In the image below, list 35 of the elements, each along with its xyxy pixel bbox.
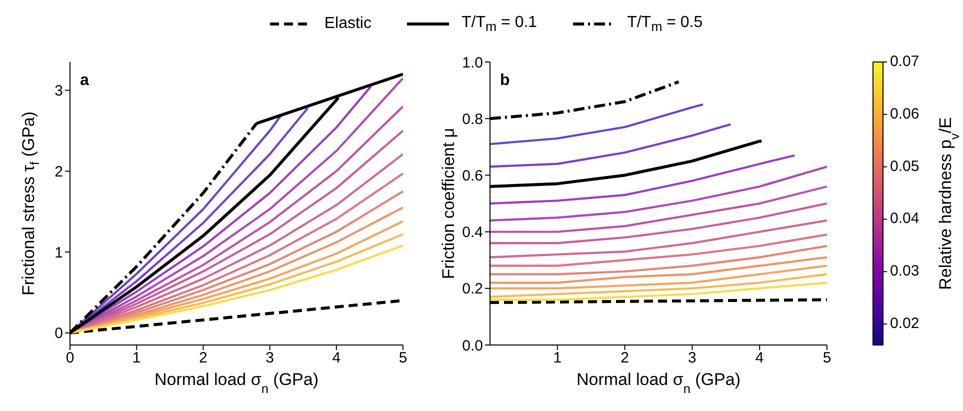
color-bar-label: 0.05 [890,158,920,175]
y-tick-label: 0.2 [462,280,483,298]
y-axis-title: Friction coefficient μ [439,128,458,280]
x-tick-label: 3 [266,350,274,367]
y-tick-label: 0.4 [462,224,483,242]
y-tick-label: 0 [54,325,63,342]
x-tick-label: 3 [688,350,696,367]
y-tick-label: 1 [54,244,63,262]
legend-label: T/T$_{m}$ = 0.1 [461,14,538,34]
y-tick-label: 0.0 [462,337,483,354]
color-bar-label: 0.02 [890,315,920,332]
legend-label: Elastic [324,15,372,33]
color-bar-label: 0.03 [890,262,920,280]
x-tick-label: 1 [553,350,562,367]
text: b [500,72,510,90]
y-tick-label: 2 [54,163,63,180]
y-tick-label: 1.0 [462,54,483,72]
color-bar-label: 0.06 [890,105,920,122]
x-tick-label: 2 [620,350,629,367]
x-axis-title: Normal load σ$_{n}$ (GPa) [576,370,741,396]
y-tick-label: 0.6 [462,168,483,185]
x-tick-label: 2 [199,350,208,367]
x-tick-label: 5 [822,350,832,367]
y-tick-label: 0.8 [462,110,483,128]
legend-label: T/T$_{m}$ = 0.5 [627,14,703,34]
x-axis-title: Normal load σ$_{n}$ (GPa) [154,370,319,396]
color-bar-label: 0.04 [890,210,920,228]
x-tick-label: 1 [132,350,141,367]
x-tick-label: 4 [755,350,764,367]
color-bar-label: 0.07 [890,52,920,70]
x-tick-label: 0 [66,350,74,367]
text: a [80,72,89,90]
x-tick-label: 4 [332,350,341,367]
y-tick-label: 3 [54,82,63,100]
x-tick-label: 5 [398,350,408,367]
